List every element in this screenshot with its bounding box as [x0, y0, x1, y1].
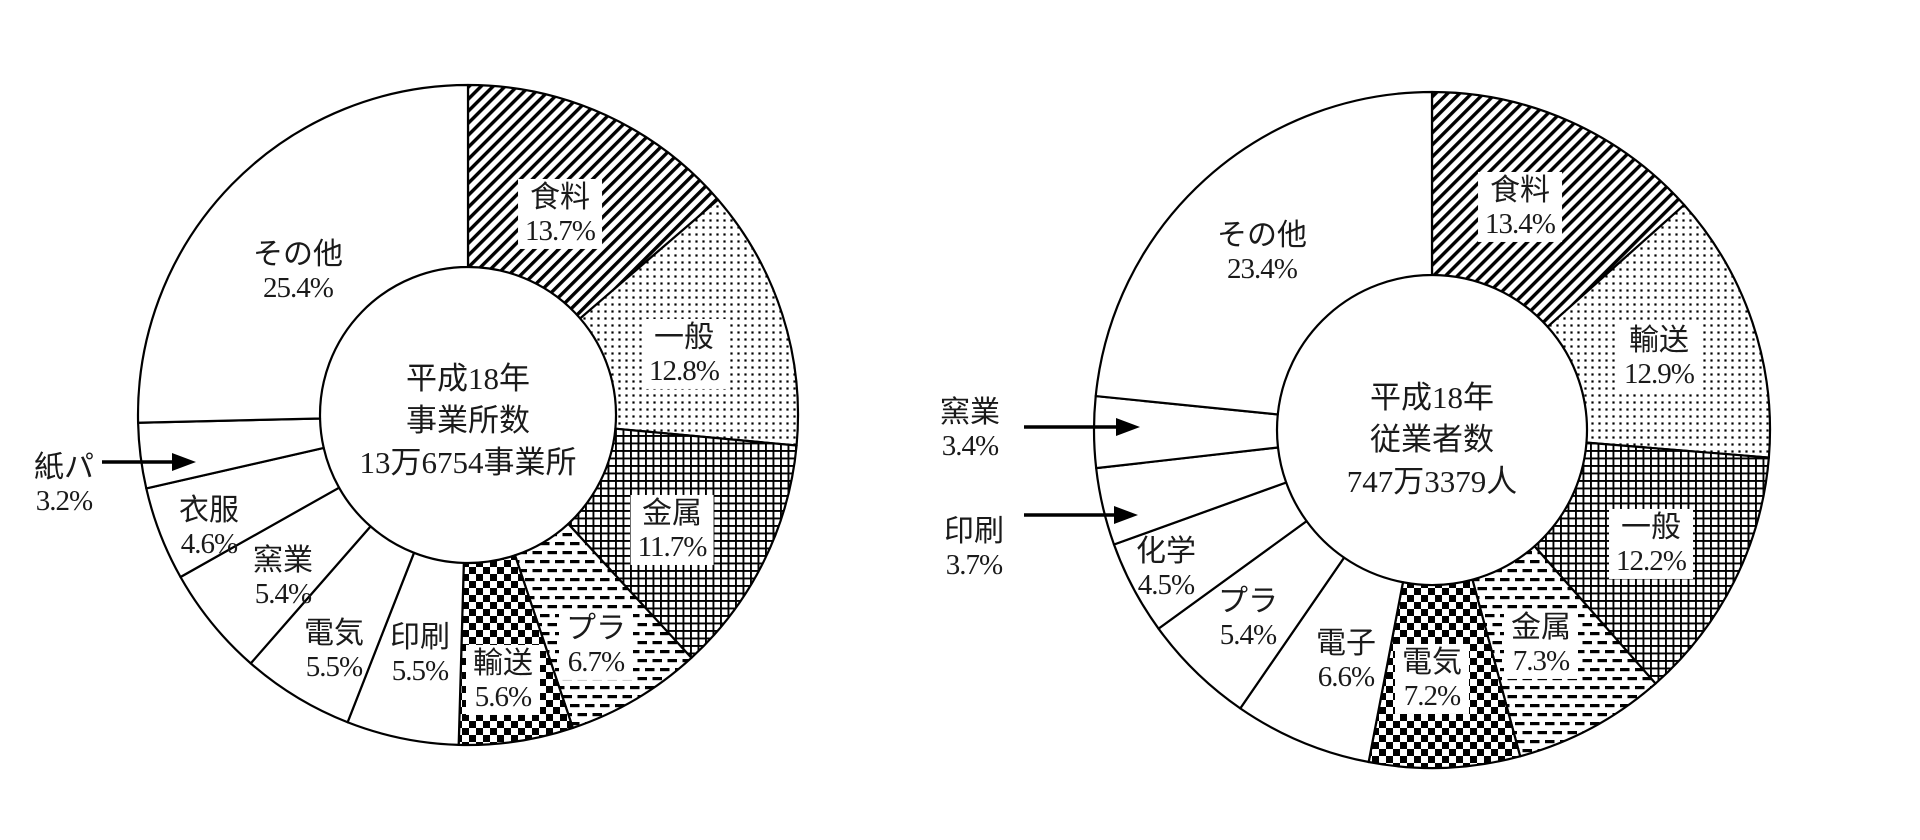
segment-name: その他: [253, 237, 343, 271]
segment-name: 窯業: [940, 395, 1000, 429]
segment-label: 一般 12.2%: [1609, 508, 1693, 580]
segment-label: その他 25.4%: [253, 238, 343, 304]
segment-name: プラ: [566, 611, 626, 645]
segment-label: 印刷 5.5%: [390, 621, 450, 687]
segment-wedge: [1094, 90, 1434, 416]
segment-label: 化学 4.5%: [1136, 535, 1196, 601]
segment-name: 印刷: [944, 514, 1004, 548]
segment-label: 金属 11.7%: [630, 494, 714, 566]
donut-center-label-line: 事業所数: [406, 403, 530, 439]
segment-name: 紙パ: [34, 450, 94, 484]
segment-name: 一般: [1620, 510, 1681, 544]
segment-percent: 23.4%: [1227, 252, 1298, 285]
segment-name: 食料: [529, 180, 590, 214]
segment-label: 輸送 5.6%: [466, 644, 540, 716]
segment-name: 金属: [1511, 610, 1571, 644]
segment-percent: 7.3%: [1512, 644, 1570, 677]
segment-label: 窯業 3.4%: [940, 396, 1000, 462]
segment-name: 電気: [304, 616, 364, 650]
segment-percent: 4.6%: [180, 527, 238, 560]
donut-center-label-line: 13万6754事業所: [359, 444, 577, 480]
segment-name: 輸送: [1628, 323, 1689, 357]
segment-label: 窯業 5.4%: [253, 544, 313, 610]
segment-name: 印刷: [390, 620, 450, 654]
segment-percent: 25.4%: [263, 271, 334, 304]
segment-percent: 4.5%: [1137, 568, 1195, 601]
donut-center-label-line: 747万3379人: [1346, 463, 1518, 499]
segment-name: 化学: [1136, 534, 1196, 568]
segment-wedge: [136, 83, 470, 424]
callout-arrow-head: [172, 453, 196, 471]
segment-label: 食料 13.4%: [1478, 171, 1562, 243]
segment-label: 一般 12.8%: [642, 318, 726, 390]
segment-percent: 3.7%: [945, 548, 1003, 581]
segment-name: 電気: [1402, 645, 1462, 679]
segment-percent: 6.7%: [567, 645, 625, 678]
segment-name: 金属: [642, 496, 702, 530]
segment-percent: 5.4%: [254, 577, 312, 610]
segment-name: その他: [1217, 218, 1307, 252]
segment-percent: 12.2%: [1616, 544, 1687, 577]
segment-percent: 5.5%: [391, 654, 449, 687]
segment-label: 食料 13.7%: [518, 178, 602, 250]
segment-label: 輸送 12.9%: [1617, 321, 1701, 393]
segment-percent: 6.6%: [1317, 660, 1375, 693]
segment-label: プラ 5.4%: [1218, 585, 1278, 651]
segment-percent: 5.4%: [1219, 618, 1277, 651]
segment-percent: 5.6%: [474, 680, 532, 713]
segment-label: 電気 5.5%: [304, 617, 364, 683]
segment-name: 窯業: [253, 543, 313, 577]
segment-label: その他 23.4%: [1217, 219, 1307, 285]
segment-label: 電気 7.2%: [1395, 643, 1469, 715]
segment-percent: 5.5%: [305, 650, 363, 683]
segment-label: プラ 6.7%: [559, 609, 633, 681]
segment-percent: 3.4%: [941, 429, 999, 462]
segment-name: 一般: [653, 320, 714, 354]
segment-name: プラ: [1218, 584, 1278, 618]
segment-percent: 3.2%: [35, 484, 93, 517]
segment-percent: 13.4%: [1485, 207, 1556, 240]
segment-percent: 12.8%: [649, 354, 720, 387]
callout-arrow-head: [1116, 418, 1140, 436]
donut-center-label-line: 従業者数: [1370, 422, 1494, 458]
donut-center-label: 平成18年従業者数 747万3379人: [1347, 377, 1518, 503]
segment-percent: 11.7%: [637, 530, 708, 563]
donut-center-label-line: 平成18年: [1370, 380, 1494, 416]
segment-name: 食料: [1489, 173, 1550, 207]
donut-center-label-line: 平成18年: [406, 361, 530, 397]
segment-label: 紙パ 3.2%: [34, 451, 94, 517]
callout-arrow-head: [1114, 506, 1138, 524]
segment-name: 輸送: [473, 646, 533, 680]
segment-label: 金属 7.3%: [1504, 608, 1578, 680]
segment-percent: 13.7%: [525, 214, 596, 247]
segment-percent: 12.9%: [1624, 357, 1695, 390]
arrows-layer: [102, 418, 1140, 524]
segment-label: 電子 6.6%: [1316, 627, 1376, 693]
donut-center-label: 平成18年事業所数 13万6754事業所: [360, 358, 577, 484]
segment-label: 衣服 4.6%: [179, 494, 239, 560]
segment-percent: 7.2%: [1403, 679, 1461, 712]
segment-label: 印刷 3.7%: [944, 515, 1004, 581]
segment-name: 衣服: [179, 493, 239, 527]
segment-name: 電子: [1316, 626, 1376, 660]
